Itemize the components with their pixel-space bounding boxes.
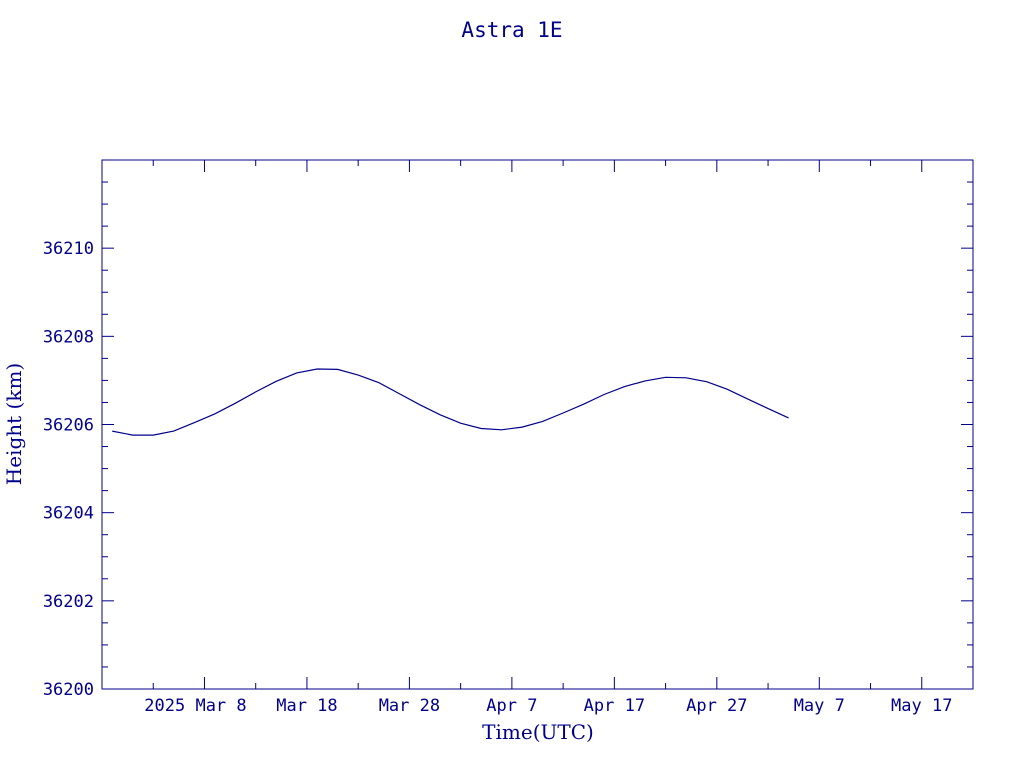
x-tick-label: May 17 [891, 696, 952, 716]
y-axis: 36200 36202 36204 36206 36208 36210 [43, 159, 973, 700]
y-tick-label: 36208 [43, 327, 94, 347]
x-tick-label: Apr 27 [686, 696, 747, 716]
y-tick-label: 36206 [43, 416, 94, 436]
y-tick-label: 36202 [43, 592, 94, 612]
chart-title: Astra 1E [461, 18, 562, 42]
x-tick-label: Mar 18 [276, 696, 337, 716]
y-tick-label: 36200 [43, 680, 94, 700]
x-axis: 2025 Mar 8 Mar 18 Mar 28 Apr 7 Apr 17 Apr 27 M… [101, 160, 974, 716]
x-tick-label: May 7 [794, 696, 845, 716]
plot-area-frame [101, 159, 974, 690]
x-tick-label: Mar 28 [379, 696, 440, 716]
y-axis-label: Height (km) [2, 363, 26, 485]
y-tick-label: 36204 [43, 504, 94, 524]
series-line-height [112, 368, 789, 436]
x-tick-label: Apr 17 [584, 696, 645, 716]
x-tick-label: 2025 Mar 8 [144, 696, 246, 716]
x-axis-label: Time(UTC) [482, 720, 594, 744]
y-tick-label: 36210 [43, 239, 94, 259]
x-tick-label: Apr 7 [486, 696, 537, 716]
